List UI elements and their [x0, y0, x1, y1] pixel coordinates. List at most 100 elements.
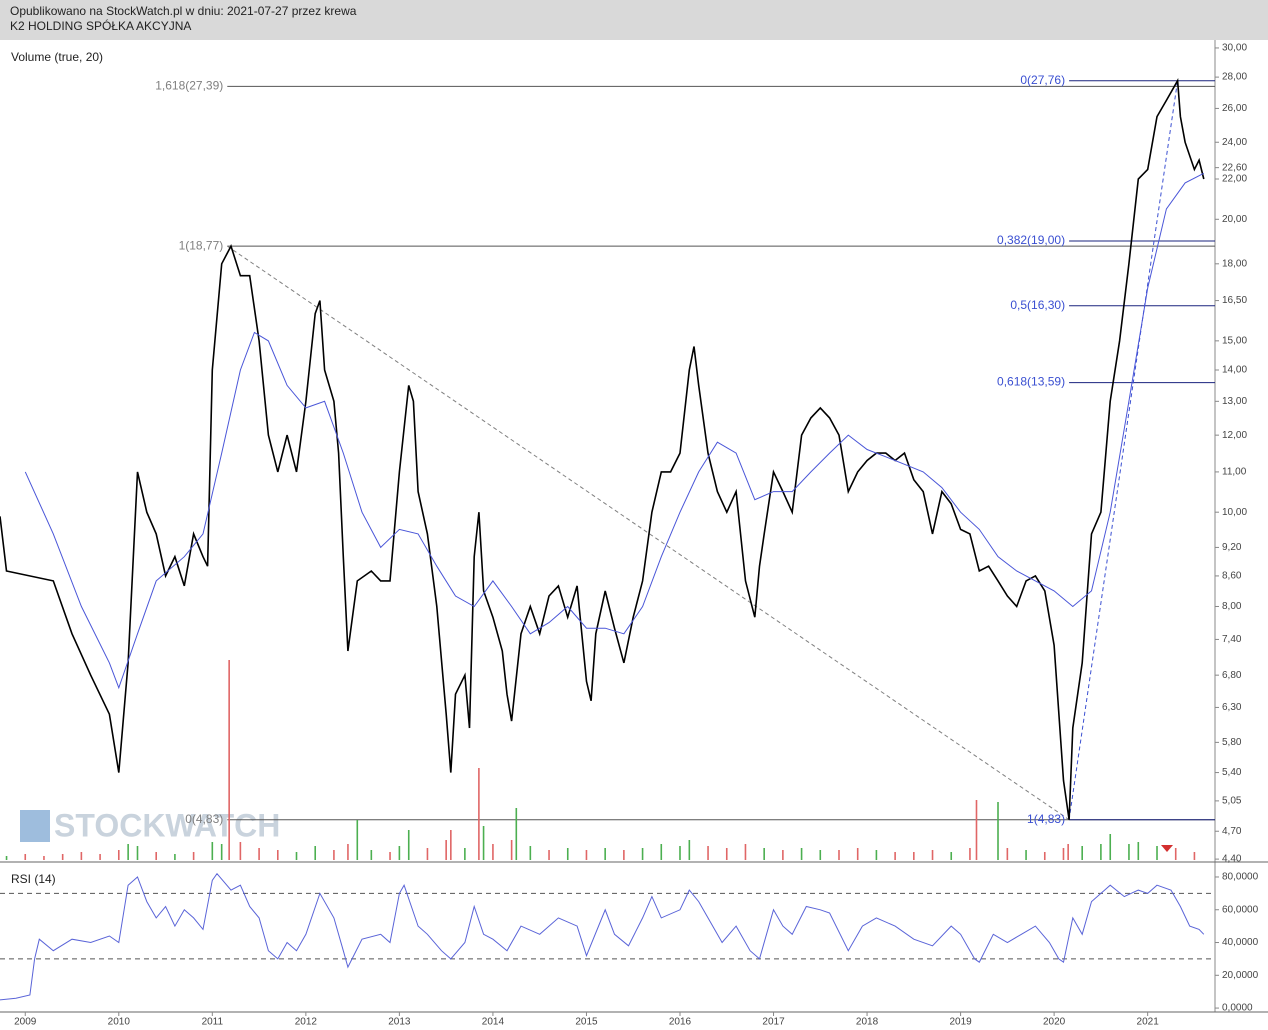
volume-bar [744, 844, 747, 860]
volume-label: Volume (true, 20) [11, 50, 103, 64]
x-tick-label: 2020 [1043, 1017, 1066, 1028]
volume-bar [1128, 844, 1130, 860]
volume-bar [450, 830, 452, 860]
fib-label: 1(18,77) [179, 238, 224, 252]
y-tick-label: 20,00 [1222, 214, 1247, 225]
volume-bar [913, 852, 915, 860]
y-tick-label: 8,60 [1222, 571, 1242, 582]
volume-bar [819, 850, 822, 860]
x-tick-label: 2009 [14, 1017, 37, 1028]
volume-bar [482, 826, 485, 860]
volume-bar [725, 848, 728, 860]
volume-bar [975, 800, 978, 860]
volume-bar [800, 848, 803, 860]
volume-bar [510, 840, 513, 860]
volume-bar [515, 808, 518, 860]
watermark: STOCKWATCH [20, 807, 280, 843]
signal-marker [1161, 845, 1173, 852]
volume-bar [127, 844, 129, 860]
y-tick-label: 9,20 [1222, 542, 1242, 553]
fib-label: 0(27,76) [1020, 73, 1065, 87]
volume-bar [24, 854, 27, 860]
x-tick-label: 2013 [388, 1017, 411, 1028]
y-tick-label: 16,50 [1222, 295, 1247, 306]
x-tick-label: 2011 [202, 1017, 224, 1028]
volume-bar [80, 852, 83, 860]
volume-bar [276, 850, 279, 860]
fib-label: 1,618(27,39) [155, 79, 223, 93]
volume-bar [950, 852, 953, 860]
volume-bar [333, 850, 335, 860]
volume-bar [1109, 834, 1112, 860]
volume-bar [445, 840, 447, 860]
price-line [0, 78, 1205, 820]
y-tick-label: 7,40 [1222, 634, 1242, 645]
fib-label: 0,618(13,59) [997, 375, 1065, 389]
volume-bar [1156, 846, 1158, 860]
header-band [0, 0, 1268, 40]
y-tick-label: 4,70 [1222, 826, 1242, 837]
volume-bar [782, 850, 784, 860]
watermark-icon [20, 810, 50, 842]
volume-bar [1043, 852, 1046, 860]
fib-label: 1(4,83) [1027, 812, 1065, 826]
fib-trend [227, 245, 1070, 821]
volume-bar [1006, 848, 1009, 860]
volume-bar [1137, 842, 1140, 860]
volume-bar [763, 848, 765, 860]
volume-bar [192, 852, 195, 860]
y-tick-label: 4,40 [1222, 854, 1242, 865]
volume-bar [894, 852, 896, 860]
volume-bar [220, 844, 223, 860]
volume-bar [838, 850, 840, 860]
y-tick-label: 5,40 [1222, 767, 1242, 778]
volume-bar [492, 844, 494, 860]
volume-bar [548, 850, 550, 860]
volume-bar [370, 850, 373, 860]
x-tick-label: 2010 [108, 1017, 131, 1028]
volume-bar [136, 846, 139, 860]
volume-bar [314, 846, 317, 860]
volume-bar [707, 846, 709, 860]
volume-bar [1025, 850, 1027, 860]
volume-bar [295, 852, 298, 860]
volume-bar [529, 846, 532, 860]
volume-bar [1067, 844, 1069, 860]
volume-bar [969, 848, 971, 860]
volume-bar [356, 820, 359, 860]
x-tick-label: 2017 [762, 1017, 785, 1028]
volume-bar [604, 848, 606, 860]
x-tick-label: 2021 [1137, 1017, 1160, 1028]
y-tick-label: 24,00 [1222, 137, 1247, 148]
fib-label: 0,5(16,30) [1010, 298, 1065, 312]
volume-bar [856, 848, 859, 860]
volume-bar [997, 802, 999, 860]
volume-bar [641, 848, 644, 860]
y-tick-label: 40,0000 [1222, 937, 1259, 948]
volume-bar [407, 830, 410, 860]
y-tick-label: 26,00 [1222, 103, 1247, 114]
volume-bar [478, 768, 480, 860]
y-tick-label: 5,80 [1222, 737, 1242, 748]
volume-bar [566, 848, 569, 860]
y-tick-label: 80,0000 [1222, 872, 1259, 883]
rsi-line [0, 872, 1205, 1001]
x-tick-label: 2012 [295, 1017, 318, 1028]
volume-bar [99, 854, 101, 860]
volume-bar [117, 850, 120, 860]
volume-bar [585, 850, 588, 860]
volume-bar [464, 848, 466, 860]
volume-bar [211, 842, 214, 860]
volume-bar [679, 846, 681, 860]
y-tick-label: 18,00 [1222, 258, 1247, 269]
volume-bar [258, 848, 260, 860]
x-tick-label: 2015 [575, 1017, 598, 1028]
volume-bar [43, 856, 45, 860]
volume-bar [239, 842, 242, 860]
y-tick-label: 15,00 [1222, 335, 1247, 346]
x-tick-label: 2018 [856, 1017, 879, 1028]
volume-bar [174, 854, 176, 860]
volume-bar [1174, 848, 1177, 860]
